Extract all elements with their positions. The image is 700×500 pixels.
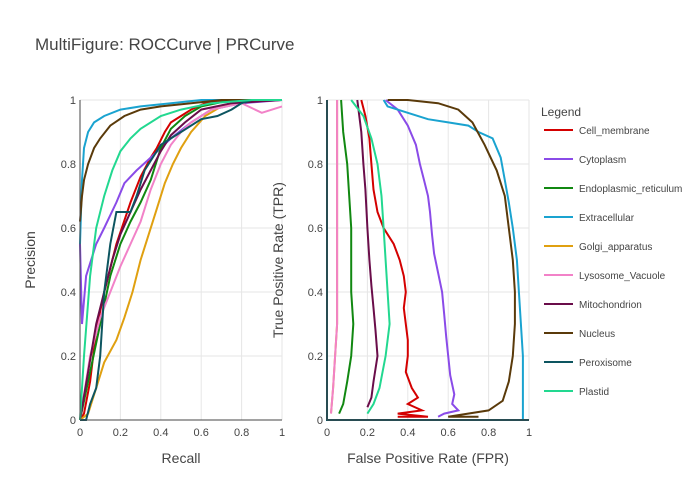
- pr-x-tick-label: 0: [77, 427, 83, 439]
- roc-y-tick-label: 0.8: [308, 159, 323, 171]
- legend-label: Cytoplasm: [579, 155, 626, 166]
- pr-x-tick-label: 0.2: [113, 427, 128, 439]
- legend-item[interactable]: Cytoplasm: [544, 155, 626, 166]
- pr-curves: [79, 99, 283, 421]
- legend-label: Plastid: [579, 387, 609, 398]
- roc-series-cell-membrane: [360, 99, 429, 418]
- legend-label: Lysosome_Vacuole: [579, 271, 666, 282]
- roc-y-tick-label: 0.4: [308, 287, 323, 299]
- pr-x-axis-title: Recall: [162, 450, 201, 466]
- roc-y-tick-label: 0: [317, 415, 323, 427]
- pr-x-tick-label: 1: [279, 427, 285, 439]
- pr-series-plastid: [79, 99, 282, 421]
- legend-label: Extracellular: [579, 213, 635, 224]
- legend-item[interactable]: Endoplasmic_reticulum: [544, 184, 682, 195]
- roc-x-tick-label: 0.6: [441, 427, 456, 439]
- legend-title: Legend: [541, 105, 581, 119]
- roc-y-tick-label: 0.2: [308, 351, 323, 363]
- roc-x-tick-label: 1: [526, 427, 532, 439]
- pr-y-tick-label: 0.4: [61, 287, 76, 299]
- legend-item[interactable]: Cell_membrane: [544, 126, 650, 137]
- legend-item[interactable]: Golgi_apparatus: [544, 242, 652, 253]
- legend-label: Cell_membrane: [579, 126, 650, 137]
- pr-series-extracellular: [79, 99, 282, 245]
- legend-label: Golgi_apparatus: [579, 242, 652, 253]
- pr-y-tick-label: 0.2: [61, 351, 76, 363]
- roc-series-extracellular: [382, 99, 524, 420]
- pr-x-tick-label: 0.4: [153, 427, 168, 439]
- legend-label: Nucleus: [579, 329, 615, 340]
- legend-item[interactable]: Mitochondrion: [544, 300, 642, 311]
- roc-curve-plot: 0 0.2 0.4 0.6 0.8 1 0 0.2 0.4 0.6 0.8 1 False Posit…: [270, 95, 532, 466]
- roc-y-axis-title: True Positive Rate (TPR): [270, 182, 286, 338]
- roc-series-cytoplasm: [384, 99, 461, 418]
- roc-x-axis-title: False Positive Rate (FPR): [347, 450, 509, 466]
- pr-y-tick-label: 0: [70, 415, 76, 427]
- pr-y-tick-label: 0.6: [61, 223, 76, 235]
- pr-curve-plot: 0 0.2 0.4 0.6 0.8 1 0 0.2 0.4 0.6 0.8 1 Recall Prec…: [22, 95, 285, 466]
- legend-item[interactable]: Plastid: [544, 387, 609, 398]
- roc-y-tick-label: 0.6: [308, 223, 323, 235]
- figure-title: MultiFigure: ROCCurve | PRCurve: [35, 35, 294, 54]
- pr-y-axis-title: Precision: [22, 231, 38, 289]
- legend-item[interactable]: Extracellular: [544, 213, 635, 224]
- pr-series-lysosome-vacuole: [79, 102, 283, 421]
- legend-label: Endoplasmic_reticulum: [579, 184, 682, 195]
- legend-label: Peroxisome: [579, 358, 632, 369]
- roc-curves: [326, 99, 529, 421]
- legend-item[interactable]: Nucleus: [544, 329, 615, 340]
- roc-y-tick-label: 1: [317, 95, 323, 107]
- pr-series-mitochondrion: [79, 99, 283, 421]
- roc-x-tick-label: 0.4: [400, 427, 415, 439]
- pr-series-peroxisome: [80, 99, 282, 421]
- roc-x-tick-label: 0.8: [481, 427, 496, 439]
- pr-y-tick-label: 0.8: [61, 159, 76, 171]
- roc-series-plastid: [350, 99, 391, 415]
- roc-series-nucleus: [387, 99, 516, 418]
- pr-x-tick-label: 0.6: [194, 427, 209, 439]
- legend: Legend Cell_membrane Cytoplasm Endoplasmic…: [541, 105, 682, 398]
- pr-series-golgi-apparatus: [79, 99, 282, 421]
- legend-label: Mitochondrion: [579, 300, 642, 311]
- roc-series-endoplasmic-reticulum: [338, 99, 355, 414]
- pr-x-tick-label: 0.8: [234, 427, 249, 439]
- roc-grid: [327, 99, 530, 420]
- pr-y-tick-label: 1: [70, 95, 76, 107]
- roc-series-lysosome-vacuole: [330, 100, 339, 414]
- roc-tick-labels: 0 0.2 0.4 0.6 0.8 1 0 0.2 0.4 0.6 0.8 1: [308, 95, 532, 439]
- pr-series-nucleus: [79, 99, 282, 222]
- roc-series-peroxisome: [326, 100, 529, 421]
- roc-x-tick-label: 0: [324, 427, 330, 439]
- legend-item[interactable]: Lysosome_Vacuole: [544, 271, 666, 282]
- pr-tick-labels: 0 0.2 0.4 0.6 0.8 1 0 0.2 0.4 0.6 0.8 1: [61, 95, 285, 439]
- roc-x-tick-label: 0.2: [360, 427, 375, 439]
- legend-items: Cell_membrane Cytoplasm Endoplasmic_reticu…: [544, 126, 682, 398]
- roc-series-mitochondrion: [356, 99, 379, 408]
- legend-item[interactable]: Peroxisome: [544, 358, 632, 369]
